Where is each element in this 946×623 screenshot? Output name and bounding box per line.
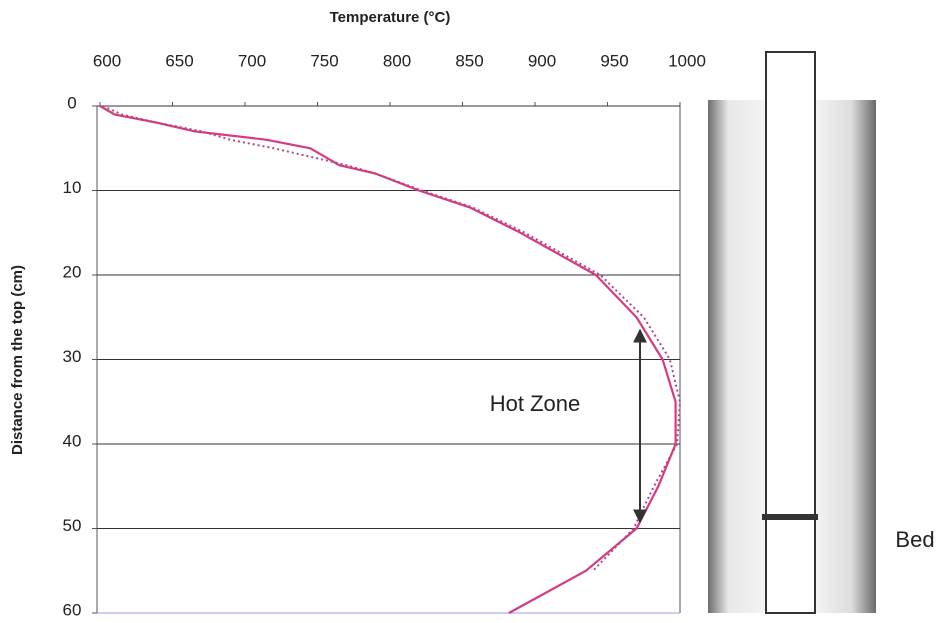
x-tick-label: 600 [93,51,121,70]
plot-area: 600 650 700 750 800 850 900 950 1000 0 10 20 30 40 50 6… [63,51,706,619]
x-axis-title: Temperature (°C) [330,9,451,26]
reactor-diagram [708,51,876,614]
x-tick-label: 950 [600,51,628,70]
y-tick-label: 0 [67,93,76,112]
reactor-tube [765,51,816,614]
x-tick-label: 750 [310,51,338,70]
y-tick-label: 30 [63,347,82,366]
y-tick-label: 60 [63,600,82,619]
x-tick-label: 1000 [668,51,706,70]
y-tick-label: 50 [63,516,82,535]
x-tick-label: 850 [455,51,483,70]
x-tick-label: 700 [238,51,266,70]
y-tick-label: 40 [63,431,82,450]
reactor-wall [708,100,766,613]
y-tick-label: 20 [63,262,82,281]
dotted-line [102,105,682,572]
bed-label: Bed [895,527,934,552]
y-axis-title: Distance from the top (cm) [9,265,26,455]
x-tick-label: 800 [383,51,411,70]
annotation: Hot Zone [490,391,581,416]
x-tick-label: 650 [165,51,193,70]
reactor-wall [815,100,876,613]
x-tick-label: 900 [528,51,556,70]
y-tick-label: 10 [63,178,82,197]
